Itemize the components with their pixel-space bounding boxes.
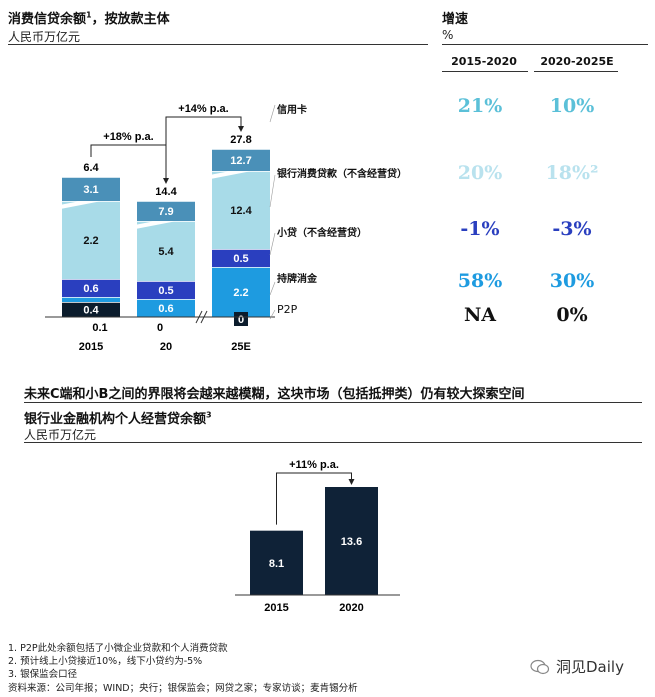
legend-connector-0 (269, 104, 276, 123)
legend-bank-consumer-loan: 银行消费贷款（不含经营贷） (277, 169, 407, 180)
segment-label-P2P-2015: 0.4 (83, 305, 99, 317)
segment-label-持牌消金-20: 0.6 (158, 303, 173, 315)
growth-consumer-finance-2020-2025: 30% (549, 270, 595, 292)
bar-segment-持牌消金-2015 (62, 297, 120, 302)
segment-label-信用卡-2015: 3.1 (83, 184, 98, 196)
bottom-bar-chart: 8.1 2015 13.6 2020 +11% p.a. (235, 459, 400, 614)
segment-label-银行消费贷款（不含经营贷）-20: 5.4 (158, 246, 174, 258)
bar-total-25E: 27.8 (230, 134, 251, 146)
bottom-cagr-label: +11% p.a. (289, 459, 339, 471)
cagr-label-0: +18% p.a. (103, 131, 153, 143)
top-chart-title: 消费信贷余额1，按放款主体 (8, 10, 170, 27)
category-label-25E: 25E (231, 341, 251, 353)
footnote-1: 1. P2P此处余额包括了小微企业贷款和个人消费贷款 (8, 643, 228, 654)
watermark-text: 洞见Daily (556, 658, 624, 676)
bar-segment-持牌消金-25E (212, 267, 270, 317)
segment-label-小贷（不含经营贷）-20: 0.5 (158, 285, 173, 297)
segment-label-持牌消金-25E: 2.2 (233, 287, 248, 299)
growth-unit: % (442, 28, 454, 42)
segment-label-信用卡-25E: 12.7 (230, 155, 251, 167)
growth-consumer-finance-2015-2020: 58% (457, 270, 503, 292)
top-chart-unit: 人民币万亿元 (8, 30, 81, 44)
growth-p2p-2015-2020: NA (463, 304, 497, 326)
source-note: 资料来源：公司年报；WIND；央行；银保监会；网贷之家；专家访谈；麦肯锡分析 (8, 683, 358, 694)
legend-connector-3 (269, 281, 276, 296)
bottom-cagr-arrow (276, 472, 355, 525)
legend-connector-4 (269, 309, 276, 320)
bar-segment-信用卡-20 (137, 201, 195, 221)
bar-segment-银行消费贷款（不含经营贷）-25E (212, 171, 270, 249)
legend-credit-card: 信用卡 (277, 105, 307, 116)
bar-segment-银行消费贷款（不含经营贷）-20 (137, 221, 195, 281)
bar-segment-P2P-2015 (62, 302, 120, 317)
bar-segment-小贷（不含经营贷）-25E (212, 249, 270, 267)
footnote-2: 2. 预计线上小贷接近10%，线下小贷约为-5% (8, 656, 203, 667)
bottom-category-2015: 2015 (264, 602, 288, 614)
legend-connector-2 (269, 232, 276, 256)
bar-segment-小贷（不含经营贷）-20 (137, 281, 195, 299)
bar-total-20: 14.4 (155, 186, 177, 198)
legend-connector-1 (269, 174, 276, 208)
consumer-finance-value-2015: 0 (157, 322, 163, 334)
bar-segment-银行消费贷款（不含经营贷）-2015 (62, 201, 120, 279)
top-title-rule (8, 44, 428, 45)
segment-label-银行消费贷款（不含经营贷）-2015: 2.2 (83, 235, 98, 247)
bottom-bar-value-2020: 13.6 (341, 536, 362, 548)
period-col-1: 2015-2020 (451, 55, 517, 68)
segment-label-小贷（不含经营贷）-25E: 0.5 (233, 253, 248, 265)
wechat-icon (530, 659, 550, 675)
growth-credit-card-2020-2025: 10% (549, 95, 595, 117)
bottom-bar-2020 (325, 487, 378, 595)
cagr-arrow-1 (165, 116, 244, 181)
bottom-bar-2015 (250, 530, 303, 595)
category-label-20: 20 (160, 341, 172, 353)
bar-segment-信用卡-2015 (62, 177, 120, 201)
growth-p2p-2020-2025: 0% (556, 304, 588, 326)
p2p-value-20: 0.1 (92, 322, 107, 334)
middle-statement: 未来C端和小B之间的界限将会越来越模糊，这块市场（包括抵押类）仍有较大探索空间 (24, 387, 525, 402)
bar-segment-持牌消金-20 (137, 299, 195, 317)
growth-credit-card-2015-2020: 21% (457, 95, 503, 117)
segment-label-信用卡-20: 7.9 (158, 206, 173, 218)
growth-header-rule (442, 44, 648, 45)
growth-bank-loan-2020-2025: 18%² (545, 162, 599, 184)
cagr-label-1: +14% p.a. (178, 103, 228, 115)
segment-label-小贷（不含经营贷）-2015: 0.6 (83, 283, 98, 295)
period-col-2: 2020-2025E (540, 55, 614, 68)
growth-header: 增速 (442, 12, 469, 27)
growth-microloan-2015-2020: -1% (460, 218, 500, 240)
watermark: 洞见Daily (530, 656, 624, 677)
footnote-3: 3. 银保监会口径 (8, 669, 78, 680)
middle-rule (24, 402, 642, 403)
legend-microloan: 小贷（不含经营贷） (277, 228, 367, 239)
bar-segment-小贷（不含经营贷）-2015 (62, 279, 120, 297)
bar-segment-信用卡-25E (212, 149, 270, 171)
growth-bank-loan-2015-2020: 20% (457, 162, 503, 184)
period-rule-2 (534, 71, 618, 72)
category-label-2015: 2015 (79, 341, 103, 353)
bottom-title-rule (24, 442, 642, 443)
bottom-bar-value-2015: 8.1 (269, 558, 284, 570)
legend-p2p: P2P (277, 303, 298, 316)
bottom-chart-unit: 人民币万亿元 (24, 428, 97, 442)
legend-licensed-consumer-finance: 持牌消金 (277, 274, 317, 285)
bottom-category-2020: 2020 (339, 602, 363, 614)
p2p-value-25E: 0 (238, 314, 244, 326)
growth-microloan-2020-2025: -3% (552, 218, 592, 240)
bottom-chart-title: 银行业金融机构个人经营贷余额3 (24, 410, 212, 427)
period-rule-1 (442, 71, 528, 72)
segment-label-银行消费贷款（不含经营贷）-25E: 12.4 (230, 205, 252, 217)
top-stacked-chart: 0.4 0.6 2.2 3.1 6.4 2015 0.6 0.5 5.4 7.9 14.4 20 2.2… (45, 103, 276, 353)
bar-total-2015: 6.4 (83, 162, 99, 174)
